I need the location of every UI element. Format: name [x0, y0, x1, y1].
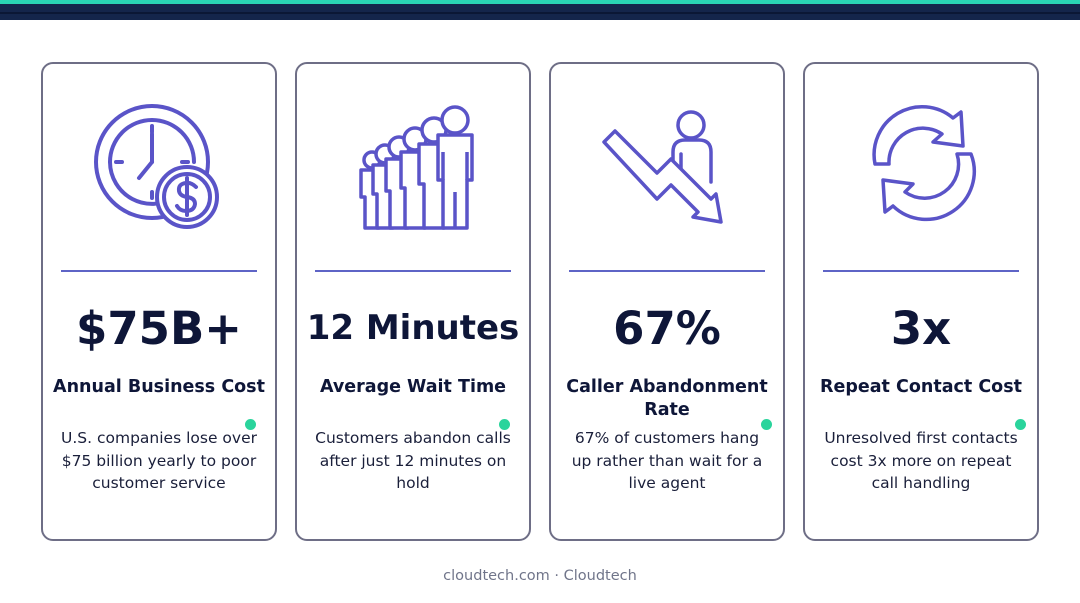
stat-description: Customers abandon calls after just 12 mi… — [315, 429, 511, 492]
status-dot — [499, 419, 510, 430]
top-accent-stripe — [0, 0, 1080, 4]
card-divider — [315, 270, 511, 272]
stat-card-abandonment: 67% Caller Abandonment Rate 67% of custo… — [549, 62, 785, 541]
repeat-arrows-icon — [853, 102, 993, 232]
status-dot — [761, 419, 772, 430]
stat-description: Unresolved first contacts cost 3x more o… — [824, 429, 1018, 492]
stat-value: 3x — [890, 302, 952, 355]
stat-description: 67% of customers hang up rather than wai… — [571, 429, 763, 492]
stat-label: Annual Business Cost — [53, 377, 265, 397]
footer-credit: cloudtech.com · Cloudtech — [443, 568, 637, 584]
card-divider — [569, 270, 765, 272]
stat-label: Average Wait Time — [319, 377, 507, 397]
stat-description: U.S. companies lose over $75 billion yea… — [61, 429, 257, 492]
stat-card-repeat-cost: 3x Repeat Contact Cost Unresolved first … — [803, 62, 1039, 541]
stat-value: 12 Minutes — [306, 308, 520, 348]
declining-arrow-person-icon — [599, 102, 739, 232]
top-divider-line — [0, 12, 1080, 14]
stat-card-wait-time: 12 Minutes Average Wait Time Customers a… — [295, 62, 531, 541]
top-header-band — [0, 0, 1080, 20]
stat-card-annual-cost: $75B+ Annual Business Cost U.S. companie… — [41, 62, 277, 541]
stat-label: Repeat Contact Cost — [820, 377, 1022, 397]
clock-dollar-icon — [91, 102, 231, 232]
status-dot — [1015, 419, 1026, 430]
stat-label: Caller Abandonment Rate — [566, 377, 768, 420]
card-divider — [823, 270, 1019, 272]
stat-value: 67% — [613, 302, 721, 355]
card-divider — [61, 270, 257, 272]
queue-people-icon — [345, 102, 485, 232]
status-dot — [245, 419, 256, 430]
stat-value: $75B+ — [76, 302, 242, 355]
